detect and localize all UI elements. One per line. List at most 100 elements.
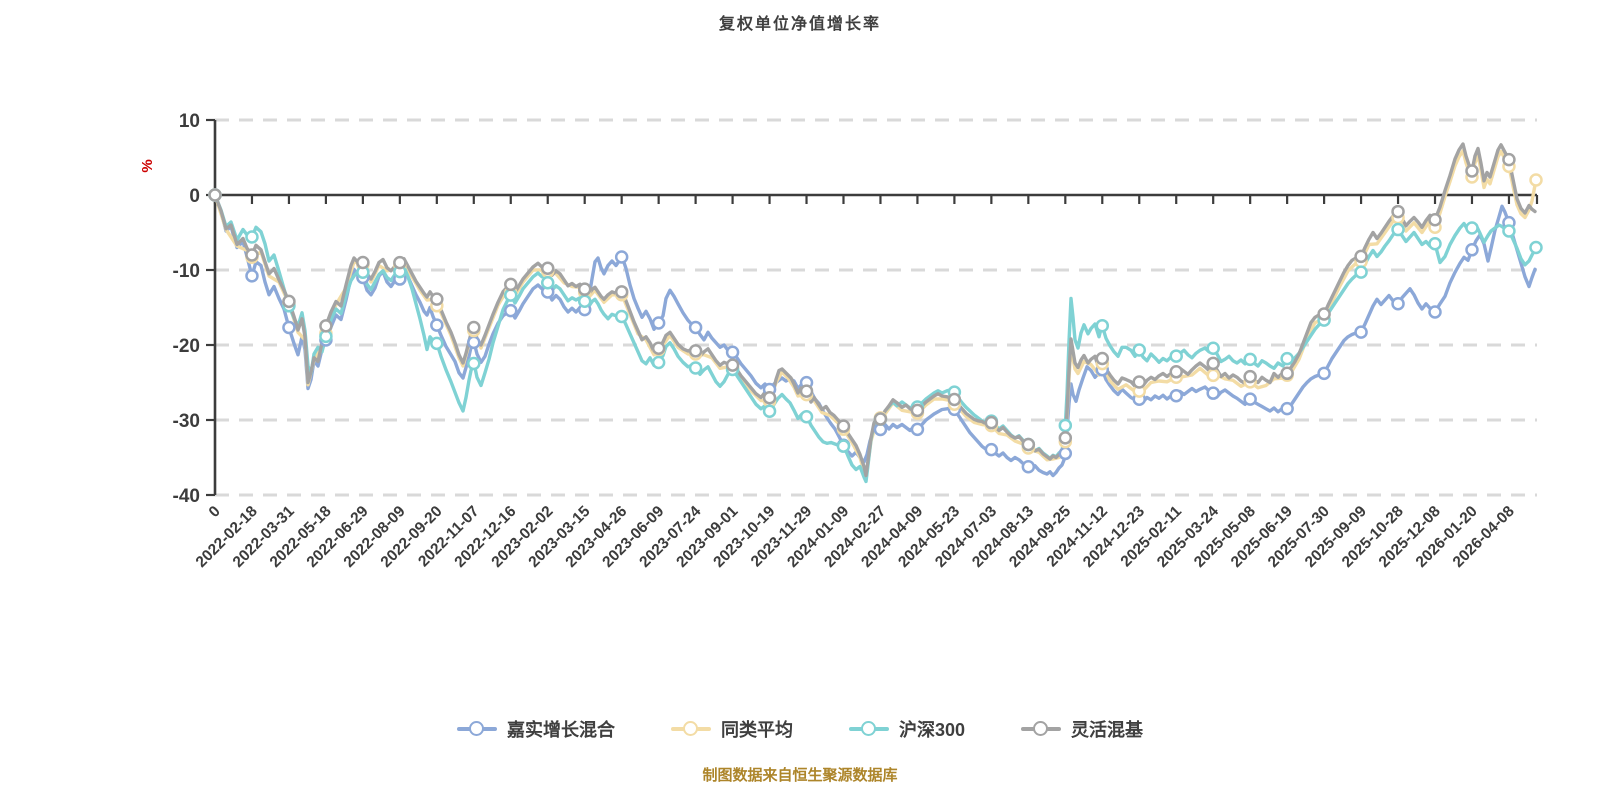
series-marker-0-22 (1021, 460, 1036, 474)
series-marker-3-14 (725, 358, 740, 372)
y-axis-label-10: 10 (179, 111, 200, 132)
series-marker-2-16 (799, 409, 814, 424)
series-marker-0-12 (651, 316, 666, 330)
series-marker-0-26 (1169, 389, 1183, 403)
legend-line-marker-icon (1021, 721, 1062, 737)
legend-item-0[interactable]: 嘉实增长混合 (456, 716, 615, 742)
series-marker-3-29 (1280, 366, 1294, 381)
series-marker-3-18 (873, 412, 888, 426)
series-marker-0-8 (504, 303, 518, 318)
series-marker-2-6 (430, 336, 444, 351)
series-marker-2-33 (1428, 237, 1442, 251)
series-line-3 (213, 142, 1537, 478)
series-marker-3-11 (614, 285, 629, 299)
series-marker-0-2 (282, 320, 296, 335)
y-axis-label--10: -10 (173, 261, 200, 282)
series-marker-0-33 (1428, 305, 1442, 319)
series-marker-0-27 (1206, 386, 1220, 400)
series-marker-2-23 (1058, 418, 1073, 433)
series-marker-0-29 (1280, 401, 1294, 416)
legend-line-marker-icon (670, 721, 711, 737)
legend-line-marker-icon (848, 721, 889, 737)
series-marker-2-24 (1095, 318, 1110, 333)
series-marker-3-31 (1354, 249, 1368, 264)
y-axis-label--20: -20 (173, 336, 200, 357)
series-marker-2-35 (1502, 224, 1516, 238)
series-marker-3-27 (1206, 356, 1220, 371)
legend-item-1[interactable]: 同类平均 (670, 716, 793, 742)
series-marker-2-32 (1391, 222, 1405, 237)
series-marker-0-1 (245, 269, 259, 283)
series-marker-2-26 (1169, 349, 1183, 363)
series-marker-2-11 (614, 309, 629, 324)
y-axis-unit-label: % (139, 159, 156, 172)
series-marker-3-1 (245, 248, 259, 262)
series-marker-2-27 (1206, 341, 1220, 356)
series-line-2 (213, 193, 1538, 484)
series-marker-0-23 (1058, 446, 1073, 461)
series-marker-2-12 (651, 355, 666, 370)
series-marker-1-27 (1206, 368, 1220, 383)
series-marker-3-9 (540, 261, 555, 275)
series-marker-0-30 (1317, 366, 1331, 381)
series-marker-2-31 (1354, 265, 1368, 279)
series-marker-3-26 (1169, 365, 1183, 379)
series-marker-2-29 (1280, 351, 1294, 366)
legend-label-0: 嘉实增长混合 (506, 720, 615, 740)
series-marker-3-4 (356, 255, 370, 270)
data-source-caption: 制图数据来自恒生聚源数据库 (702, 767, 898, 784)
series-marker-2-13 (688, 361, 703, 375)
series-marker-3-33 (1428, 212, 1442, 227)
chart-legend: 嘉实增长混合 同类平均 沪深300 灵活混基 (0, 716, 1600, 742)
series-marker-3-10 (577, 282, 592, 296)
chart-title: 复权单位净值增长率 (718, 16, 881, 33)
series-marker-2-34 (1465, 221, 1479, 235)
y-axis-label-0: 0 (189, 186, 200, 207)
series-marker-3-8 (504, 277, 518, 292)
series-marker-2-28 (1243, 352, 1257, 367)
series-marker-0-13 (688, 320, 703, 335)
series-marker-3-3 (319, 319, 333, 333)
series-marker-3-19 (910, 403, 925, 418)
series-marker-2-7 (467, 356, 481, 371)
legend-item-3[interactable]: 灵活混基 (1021, 716, 1143, 742)
series-marker-0-11 (614, 250, 629, 264)
y-axis-label--40: -40 (173, 486, 200, 507)
series-marker-3-30 (1317, 307, 1331, 321)
series-marker-0-6 (430, 318, 444, 332)
series-marker-3-5 (393, 255, 407, 270)
series-marker-2-1 (245, 230, 259, 244)
series-marker-2-10 (577, 294, 592, 309)
series-marker-0-14 (725, 345, 740, 360)
series-marker-3-23 (1058, 431, 1073, 445)
series-marker-0-19 (910, 422, 925, 437)
legend-label-1: 同类平均 (720, 720, 793, 740)
series-marker-3-35 (1502, 152, 1516, 167)
series-marker-3-17 (836, 419, 851, 433)
series-marker-3-22 (1021, 437, 1036, 452)
y-axis-label--30: -30 (173, 411, 200, 432)
series-marker-3-2 (282, 294, 296, 309)
series-end-marker-2 (1529, 240, 1543, 255)
series-marker-0-7 (467, 335, 481, 350)
series-marker-2-15 (762, 404, 777, 418)
series-marker-3-6 (430, 292, 444, 306)
series-marker-3-13 (688, 344, 703, 358)
series-marker-0-21 (984, 442, 999, 457)
series-end-marker-1 (1529, 173, 1543, 187)
series-marker-3-34 (1465, 164, 1479, 178)
series-marker-0-28 (1243, 392, 1257, 406)
series-marker-2-17 (836, 439, 851, 453)
series-marker-3-24 (1095, 351, 1110, 366)
legend-label-3: 灵活混基 (1071, 720, 1144, 740)
x-axis-label-0: 0 (206, 503, 224, 521)
series-marker-3-16 (799, 384, 814, 398)
series-marker-3-20 (947, 392, 962, 407)
series-marker-3-32 (1391, 204, 1405, 219)
series-marker-2-9 (540, 276, 555, 290)
legend-item-2[interactable]: 沪深300 (848, 716, 966, 742)
legend-label-2: 沪深300 (898, 720, 966, 740)
series-marker-0-32 (1391, 296, 1405, 311)
series-line-0 (213, 193, 1537, 478)
